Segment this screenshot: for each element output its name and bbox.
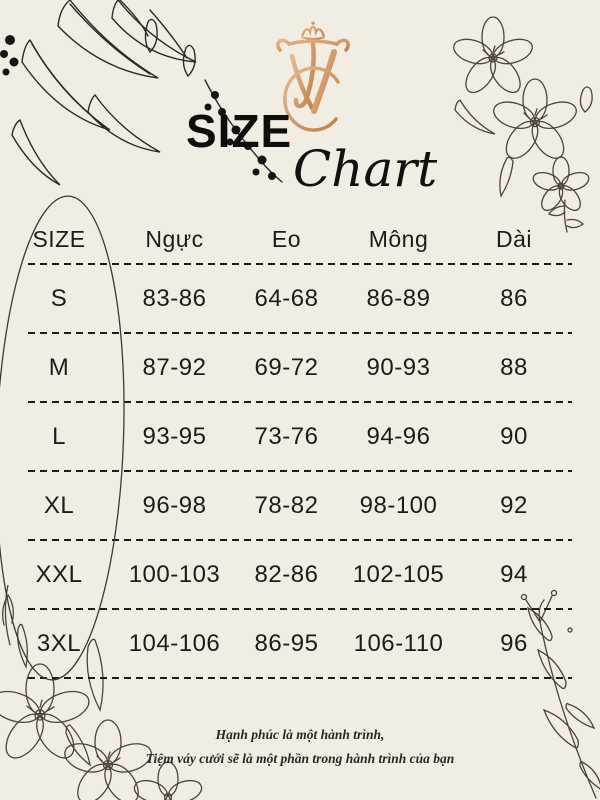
cell-size: XXL — [35, 560, 83, 588]
table-row-3xl: 3XL 104-106 86-95 106-110 96 — [0, 610, 573, 677]
cell-size: L — [52, 422, 66, 450]
size-table: SIZE Ngực Eo Mông Dài S 83-86 64-68 86-8… — [0, 215, 600, 679]
cell-dai: 88 — [500, 353, 528, 381]
column-header-dai: Dài — [495, 225, 532, 252]
cell-dai: 92 — [500, 491, 528, 519]
row-divider — [28, 401, 572, 403]
cell-nguc: 87-92 — [142, 353, 207, 381]
column-header-mong: Mông — [368, 225, 429, 252]
cell-dai: 96 — [500, 629, 528, 657]
cell-eo: 78-82 — [254, 491, 319, 519]
row-divider — [28, 608, 572, 610]
cell-size: 3XL — [36, 629, 82, 657]
cell-eo: 86-95 — [254, 629, 319, 657]
footer-quote: Hạnh phúc là một hành trình, Tiệm váy cư… — [0, 723, 600, 771]
column-header-nguc: Ngực — [145, 225, 204, 252]
footer-quote-line1: Hạnh phúc là một hành trình, — [215, 727, 385, 742]
table-row-s: S 83-86 64-68 86-89 86 — [0, 265, 573, 332]
table-header-row: SIZE Ngực Eo Mông Dài — [0, 215, 573, 263]
cell-mong: 106-110 — [353, 629, 444, 657]
cell-nguc: 100-103 — [128, 560, 221, 588]
footer-quote-line2: Tiệm váy cưới sẽ là một phần trong hành … — [145, 751, 455, 766]
size-column-ellipse-annotation — [0, 195, 125, 681]
cell-nguc: 93-95 — [142, 422, 207, 450]
cell-eo: 69-72 — [254, 353, 319, 381]
table-row-xxl: XXL 100-103 82-86 102-105 94 — [0, 541, 573, 608]
cell-nguc: 104-106 — [128, 629, 221, 657]
cell-mong: 86-89 — [366, 284, 431, 312]
blossoms-top-right-icon — [453, 16, 593, 233]
page-title-size: SIZE — [186, 105, 293, 157]
column-header-size: SIZE — [32, 225, 86, 252]
cell-mong: 90-93 — [366, 353, 431, 381]
column-header-eo: Eo — [271, 225, 302, 252]
cell-mong: 98-100 — [359, 491, 438, 519]
cell-mong: 102-105 — [352, 560, 445, 588]
cell-dai: 90 — [500, 422, 528, 450]
cell-dai: 86 — [500, 284, 528, 312]
row-divider — [28, 470, 572, 472]
cell-eo: 73-76 — [254, 422, 319, 450]
row-divider — [28, 263, 572, 265]
cell-size: XL — [43, 491, 75, 519]
table-row-m: M 87-92 69-72 90-93 88 — [0, 334, 573, 401]
cell-eo: 82-86 — [254, 560, 319, 588]
row-divider — [28, 332, 572, 334]
table-row-l: L 93-95 73-76 94-96 90 — [0, 403, 573, 470]
cell-nguc: 96-98 — [142, 491, 207, 519]
brand-monogram-logo-icon — [276, 21, 350, 132]
cell-nguc: 83-86 — [142, 284, 207, 312]
cell-size: M — [48, 353, 70, 381]
page-title-chart: Chart — [293, 140, 438, 198]
cell-mong: 94-96 — [366, 422, 431, 450]
row-divider — [28, 677, 572, 679]
cell-size: S — [50, 284, 68, 312]
cell-eo: 64-68 — [254, 284, 319, 312]
table-row-xl: XL 96-98 78-82 98-100 92 — [0, 472, 573, 539]
cell-dai: 94 — [500, 560, 528, 588]
row-divider — [28, 539, 572, 541]
